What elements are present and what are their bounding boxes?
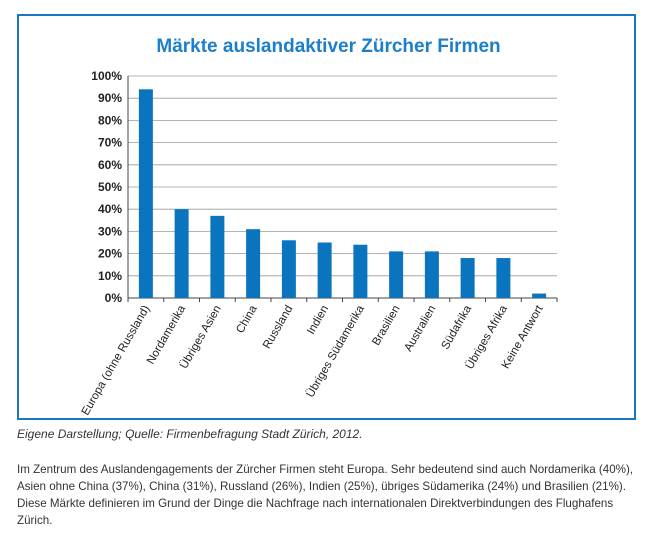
bar: [424, 251, 439, 298]
bar: [389, 251, 404, 298]
y-tick-label: 30%: [98, 224, 122, 238]
y-tick-label: 80%: [98, 113, 122, 127]
y-tick-label: 40%: [98, 202, 122, 216]
bar-chart: 0% 10% 20% 30% 40% 50% 60% 70% 80% 90% 100% Europa…: [80, 69, 558, 417]
y-tick-label: 20%: [98, 247, 122, 261]
bar: [138, 89, 153, 298]
chart-frame: Märkte auslandaktiver Zürcher Firmen 0% 1…: [17, 14, 636, 420]
y-tick-label: 0%: [105, 291, 123, 305]
y-axis-ticks: 0% 10% 20% 30% 40% 50% 60% 70% 80% 90% 100%: [91, 69, 122, 305]
x-tick-label: Südafrika: [440, 303, 475, 352]
bars: [138, 89, 547, 298]
bar: [210, 215, 225, 298]
bar: [281, 240, 296, 298]
bar: [353, 244, 368, 298]
y-tick-label: 70%: [98, 136, 122, 150]
x-tick-label: Brasilien: [370, 304, 402, 348]
gridlines: [127, 75, 557, 299]
bar: [317, 242, 332, 298]
x-axis-ticks: Europa (ohne Russland)NordamerikaÜbriges…: [80, 298, 558, 417]
chart-title: Märkte auslandaktiver Zürcher Firmen: [156, 36, 501, 57]
x-tick-label: Russland: [261, 304, 295, 352]
bar: [460, 258, 475, 298]
y-tick-label: 10%: [98, 269, 122, 283]
x-tick-label: Australien: [403, 304, 439, 354]
y-tick-label: 90%: [98, 91, 122, 105]
bar: [532, 293, 547, 298]
y-tick-label: 50%: [98, 180, 122, 194]
x-tick-label: Indien: [305, 304, 331, 337]
x-tick-label: China: [234, 303, 260, 336]
bar: [496, 258, 511, 298]
body-paragraph: Im Zentrum des Auslandengagements der Zü…: [17, 463, 634, 527]
y-tick-label: 60%: [98, 158, 122, 172]
bar: [174, 209, 189, 298]
x-tick-label: Europa (ohne Russland): [80, 303, 153, 417]
bar: [246, 229, 261, 298]
figure-caption: Eigene Darstellung; Quelle: Firmenbefrag…: [17, 427, 363, 441]
y-tick-label: 100%: [91, 69, 122, 83]
